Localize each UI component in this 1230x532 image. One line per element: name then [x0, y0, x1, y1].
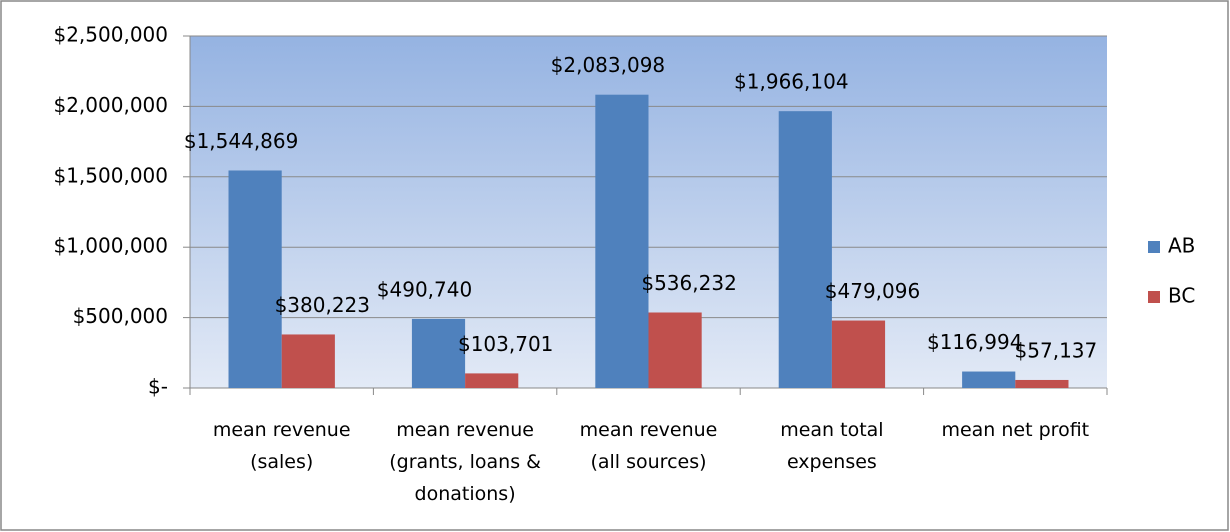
y-tick-label: $1,000,000	[53, 234, 168, 258]
data-label: $2,083,098	[551, 53, 666, 77]
bar	[465, 373, 519, 388]
data-label: $479,096	[825, 279, 920, 303]
y-tick-label: $2,000,000	[53, 93, 168, 117]
data-label: $103,701	[458, 332, 553, 356]
x-tick-label: mean revenue (all sources)	[579, 419, 718, 473]
x-tick-label: mean revenue (sales)	[212, 419, 351, 473]
legend-label: BC	[1168, 284, 1195, 308]
legend-label: AB	[1168, 234, 1195, 258]
x-tick-label: mean net profit	[941, 419, 1090, 441]
bar	[411, 318, 466, 388]
data-label: $116,994	[927, 330, 1022, 354]
bar	[778, 111, 832, 389]
bar	[831, 320, 886, 388]
bar	[595, 94, 649, 388]
data-label: $1,966,104	[734, 70, 849, 94]
y-tick-label: $500,000	[73, 304, 168, 328]
bar	[1015, 379, 1069, 388]
y-tick-label: $2,500,000	[53, 23, 168, 47]
legend-swatch	[1148, 241, 1160, 253]
x-tick-label: mean total expenses	[780, 419, 884, 473]
data-label: $490,740	[377, 277, 472, 301]
y-tick-label: $-	[148, 375, 168, 399]
bar	[281, 334, 335, 388]
data-label: $1,544,869	[184, 129, 299, 153]
data-label: $536,232	[641, 271, 736, 295]
x-tick-label: mean revenue (grants, loans & donations)	[389, 419, 541, 505]
data-label: $57,137	[1015, 338, 1098, 362]
bar	[962, 371, 1016, 388]
bar	[648, 312, 702, 388]
bar	[228, 170, 282, 388]
legend-swatch	[1148, 291, 1160, 303]
data-label: $380,223	[275, 293, 370, 317]
y-tick-label: $1,500,000	[53, 163, 168, 187]
